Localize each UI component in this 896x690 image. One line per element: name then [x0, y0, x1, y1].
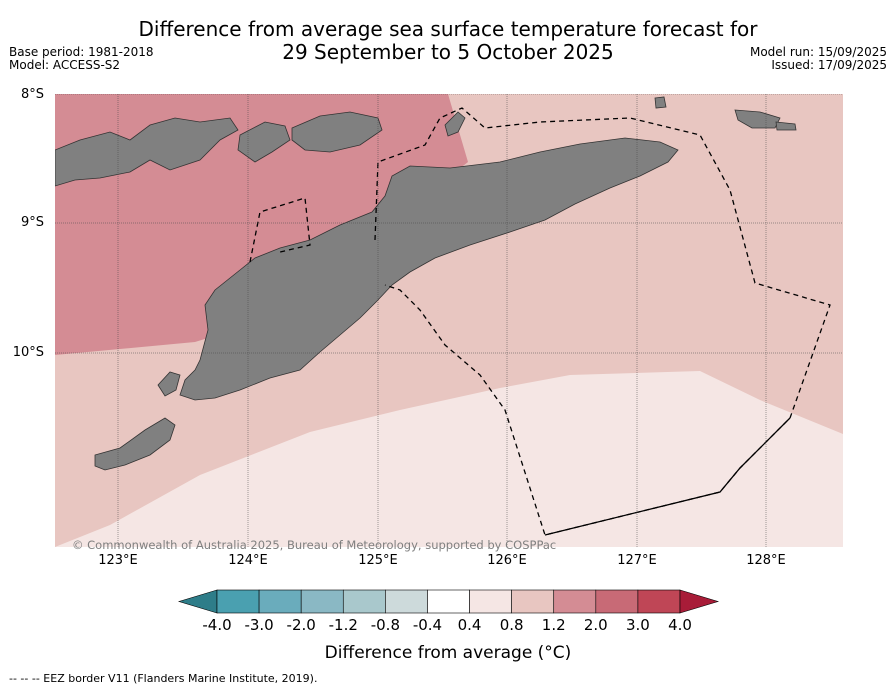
land-kisar-group: [734, 109, 781, 129]
colorbar-segment: [342, 589, 386, 614]
graticule: [55, 94, 843, 547]
land-wetar: [291, 111, 383, 153]
model-name: Model: ACCESS-S2: [9, 58, 121, 72]
land-islet-far-east: [775, 121, 797, 131]
lon-label-127e: 127°E: [617, 553, 657, 568]
land-rote: [94, 417, 176, 471]
colorbar-segment: [385, 589, 428, 614]
colorbar-tick-label: -2.0: [286, 616, 316, 634]
lat-label-9s: 9°S: [20, 215, 44, 230]
colorbar-tick-label: -1.2: [328, 616, 358, 634]
colorbar-segment: [469, 589, 512, 614]
colorbar-tick-label: -4.0: [202, 616, 232, 634]
lon-label-128e: 128°E: [746, 553, 786, 568]
colorbar-tick-label: 2.0: [583, 616, 608, 634]
lon-label-125e: 125°E: [358, 553, 398, 568]
colorbar-segment: [637, 589, 681, 614]
lat-label-8s: 8°S: [20, 87, 44, 102]
land-semau: [157, 371, 181, 397]
colorbar-extension-high: [679, 589, 720, 614]
eez-border-solid: [544, 417, 791, 536]
base-period: Base period: 1981-2018: [9, 45, 154, 59]
colorbar-tick-label: 0.4: [457, 616, 482, 634]
colorbar-tick-label: 3.0: [625, 616, 650, 634]
colorbar-tick-label: -0.4: [412, 616, 443, 634]
lon-label-126e: 126°E: [487, 553, 527, 568]
colorbar-segment: [300, 589, 344, 614]
colorbar-tick-label: 1.2: [541, 616, 566, 634]
land-islet-east: [654, 96, 667, 109]
title-line-2: 29 September to 5 October 2025: [282, 40, 614, 64]
land-timor: [179, 137, 679, 401]
meta-right: Model run: 15/09/2025 Issued: 17/09/2025: [750, 46, 887, 72]
model-run: Model run: 15/09/2025: [749, 45, 887, 59]
anomaly-zone-low: [55, 371, 843, 547]
colorbar-segment: [258, 589, 302, 614]
title-line-1: Difference from average sea surface temp…: [138, 17, 758, 41]
colorbar-tick-label: -3.0: [244, 616, 274, 634]
colorbar-tick-label: 4.0: [668, 616, 692, 634]
colorbar-label: Difference from average (°C): [324, 643, 572, 663]
colorbar-tick-label: -0.8: [370, 616, 400, 634]
colorbar-segment: [553, 589, 597, 614]
eez-footnote: -- -- -- EEZ border V11 (Flanders Marine…: [9, 672, 318, 685]
meta-left: Base period: 1981-2018 Model: ACCESS-S2: [9, 46, 154, 72]
lon-label-124e: 124°E: [228, 553, 268, 568]
land-alor: [237, 121, 291, 163]
land-sumba-strip: [55, 117, 239, 187]
issued-date: Issued: 17/09/2025: [771, 58, 887, 72]
colorbar-segment: [595, 589, 639, 614]
chart-title: Difference from average sea surface temp…: [0, 18, 896, 64]
land-atauro: [444, 111, 466, 137]
lat-label-10s: 10°S: [12, 345, 44, 360]
colorbar-segment: [511, 589, 555, 614]
copyright-notice: © Commonwealth of Australia 2025, Bureau…: [72, 538, 557, 552]
colorbar-segment: [216, 589, 260, 614]
eez-border: [249, 107, 831, 536]
colorbar-tick-label: 0.8: [499, 616, 524, 634]
colorbar-extension-low: [177, 589, 218, 614]
lon-label-123e: 123°E: [98, 553, 138, 568]
colorbar-segment: [427, 589, 470, 614]
